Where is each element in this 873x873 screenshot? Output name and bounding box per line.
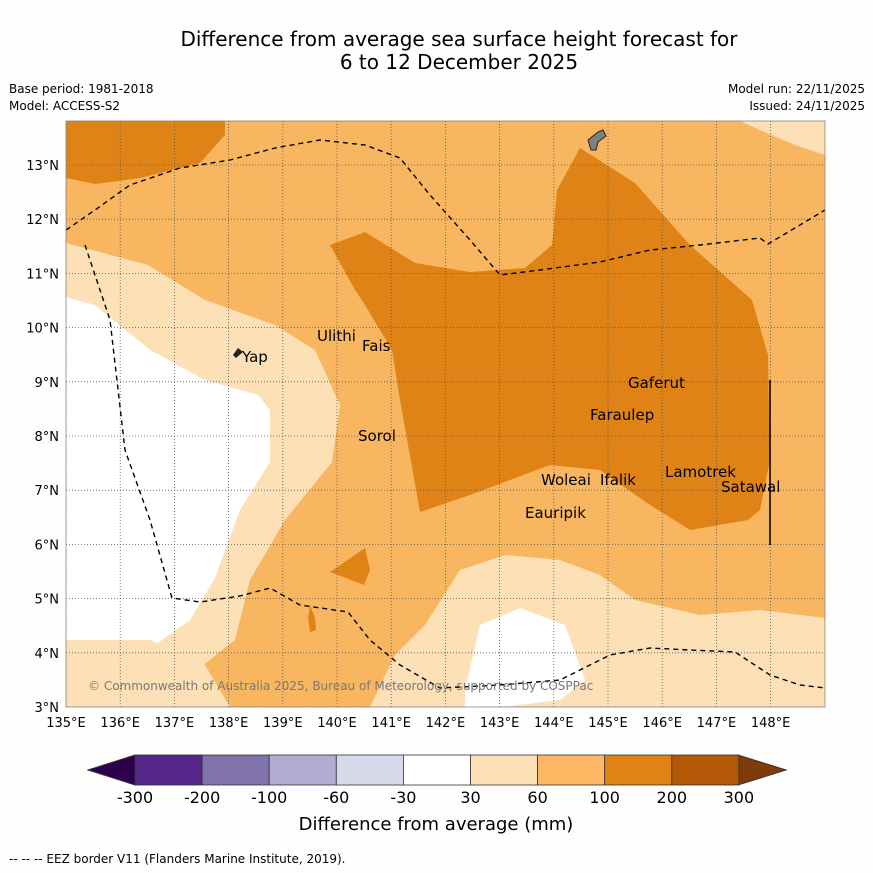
title-line-2: 6 to 12 December 2025	[339, 50, 579, 74]
copyright-text: © Commonwealth of Australia 2025, Bureau…	[88, 679, 593, 693]
eez-footnote: -- -- -- EEZ border V11 (Flanders Marine…	[9, 852, 346, 866]
colorbar-tick-label: -100	[251, 788, 287, 807]
colorbar-segment	[402, 754, 471, 786]
longitude-label: 135°E	[46, 716, 86, 731]
latitude-label: 7°N	[35, 484, 60, 499]
colorbar-tick-label: 30	[460, 788, 480, 807]
colorbar-tick-label: -200	[184, 788, 220, 807]
colorbar-tick-label: -300	[117, 788, 153, 807]
place-eauripik: Eauripik	[525, 504, 586, 522]
longitude-labels: 135°E 136°E 137°E 138°E 139°E 140°E 141°E 142°E…	[46, 716, 790, 731]
place-yap: Yap	[241, 348, 268, 366]
meta-left: Base period: 1981-2018 Model: ACCESS-S2	[9, 81, 154, 115]
place-lamotrek: Lamotrek	[665, 463, 736, 481]
longitude-label: 148°E	[751, 716, 791, 731]
latitude-label: 8°N	[35, 430, 60, 445]
yap-island	[233, 348, 243, 358]
colorbar-tick-labels: -300 -200 -100 -60 -30 30 60 100 200 300	[117, 788, 754, 807]
latitude-label: 3°N	[35, 701, 60, 716]
colorbar-extend-low	[86, 754, 136, 786]
graticule	[66, 121, 825, 707]
anomaly-fill-100-200-central	[330, 148, 770, 530]
colorbar-segment	[604, 754, 673, 786]
colorbar-tick-label: 200	[657, 788, 688, 807]
anomaly-fill-30-60-southwest	[66, 640, 230, 707]
longitude-label: 141°E	[371, 716, 411, 731]
latitude-labels: 3°N 4°N 5°N 6°N 7°N 8°N 9°N 10°N 11°N 12°N 13°N	[26, 159, 59, 716]
colorbar-segment	[134, 754, 203, 786]
base-period: Base period: 1981-2018	[9, 82, 154, 96]
colorbar-label: Difference from average (mm)	[299, 814, 574, 835]
longitude-label: 144°E	[534, 716, 574, 731]
place-satawal: Satawal	[721, 478, 780, 496]
anomaly-fill-30-60-northeast	[740, 121, 825, 155]
longitude-label: 140°E	[317, 716, 357, 731]
latitude-label: 6°N	[35, 538, 60, 553]
anomaly-fill-100-200-tiny	[308, 605, 316, 632]
longitude-label: 136°E	[100, 716, 140, 731]
eez-border-north	[66, 139, 825, 276]
colorbar-extend-high	[737, 754, 788, 786]
colorbar-segment	[470, 754, 538, 786]
anomaly-fill-100-200-small	[330, 548, 370, 585]
colorbar-tick-label: 300	[724, 788, 755, 807]
latitude-label: 10°N	[26, 322, 59, 337]
title-line-1: Difference from average sea surface heig…	[180, 27, 738, 51]
colorbar-tick-label: 60	[527, 788, 547, 807]
place-faraulep: Faraulep	[590, 406, 654, 424]
colorbar-tick-label: -60	[323, 788, 349, 807]
latitude-label: 11°N	[26, 267, 59, 282]
longitude-label: 139°E	[263, 716, 303, 731]
longitude-label: 145°E	[588, 716, 628, 731]
latitude-label: 9°N	[35, 376, 60, 391]
place-woleai: Woleai	[541, 471, 591, 489]
colorbar-tick-label: 100	[589, 788, 620, 807]
map-frame	[65, 120, 826, 708]
longitude-label: 137°E	[155, 716, 195, 731]
anomaly-fill-lt30-south	[465, 608, 585, 707]
place-ifalik: Ifalik	[600, 471, 636, 489]
issued-date: Issued: 24/11/2025	[749, 99, 865, 113]
longitude-label: 146°E	[642, 716, 682, 731]
colorbar-segment	[268, 754, 337, 786]
latitude-label: 4°N	[35, 647, 60, 662]
place-sorol: Sorol	[358, 427, 396, 445]
map-plot	[66, 121, 825, 707]
longitude-label: 142°E	[426, 716, 466, 731]
colorbar	[86, 754, 788, 786]
anomaly-fill-100-200-northwest	[66, 121, 225, 184]
longitude-label: 147°E	[697, 716, 737, 731]
eez-border-south	[84, 244, 825, 689]
colorbar-tick-label: -30	[390, 788, 416, 807]
latitude-label: 12°N	[26, 213, 59, 228]
longitude-label: 143°E	[480, 716, 520, 731]
place-fais: Fais	[362, 337, 391, 355]
model-name: Model: ACCESS-S2	[9, 99, 121, 113]
latitude-label: 13°N	[26, 159, 59, 174]
meta-right: Model run: 22/11/2025 Issued: 24/11/2025	[728, 81, 865, 115]
longitude-label: 138°E	[209, 716, 249, 731]
place-gaferut: Gaferut	[628, 374, 685, 392]
place-ulithi: Ulithi	[317, 327, 356, 345]
colorbar-segment	[671, 754, 740, 786]
colorbar-segment	[537, 754, 606, 786]
model-run: Model run: 22/11/2025	[727, 82, 865, 96]
chart-title: Difference from average sea surface heig…	[0, 28, 873, 74]
latitude-label: 5°N	[35, 593, 60, 608]
colorbar-segment	[201, 754, 270, 786]
place-labels: Yap Ulithi Fais Sorol Gaferut Faraulep W…	[241, 327, 780, 522]
guam-island	[587, 129, 607, 151]
colorbar-segment	[335, 754, 404, 786]
